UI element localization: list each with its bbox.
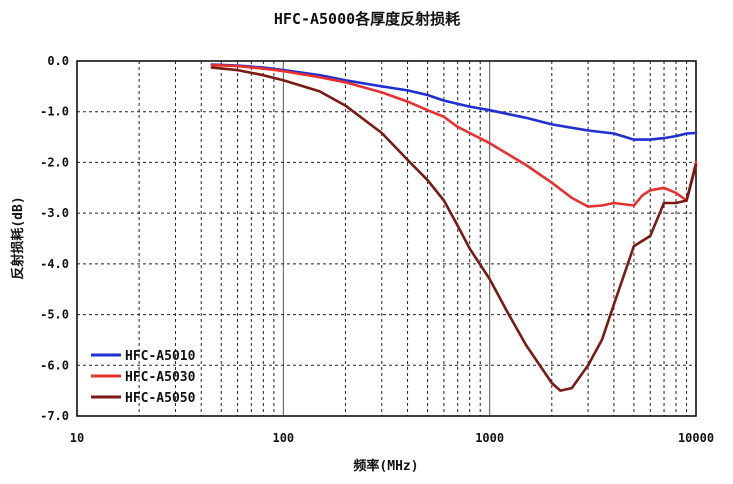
legend-label: HFC-A5030 xyxy=(125,370,196,385)
x-tick-label: 100 xyxy=(272,431,294,445)
y-tick-label: -5.0 xyxy=(40,308,69,322)
y-tick-label: 0.0 xyxy=(47,54,69,68)
chart-title: HFC-A5000各厚度反射损耗 xyxy=(274,10,460,28)
series-line-hfc-a5050 xyxy=(210,66,698,392)
y-tick-label: -7.0 xyxy=(40,409,69,423)
y-tick-label: -2.0 xyxy=(40,155,69,169)
series-line-hfc-a5010 xyxy=(210,63,698,141)
y-tick-label: -6.0 xyxy=(40,358,69,372)
legend-label: HFC-A5010 xyxy=(125,349,196,364)
x-tick-label: 1000 xyxy=(475,431,504,445)
y-tick-label: -4.0 xyxy=(40,257,69,271)
y-axis-label: 反射损耗(dB) xyxy=(10,196,26,279)
y-tick-label: -1.0 xyxy=(40,105,69,119)
tick-labels: 0.0 -1.0 -2.0 -3.0 -4.0 -5.0 -6.0 -7.010 100 1000… xyxy=(40,54,714,445)
series-lines xyxy=(210,63,698,392)
legend: HFC-A5010 HFC-A5030 HFC-A5050 xyxy=(91,349,196,406)
x-tick-label: 10 xyxy=(70,431,84,445)
x-tick-label: 10000 xyxy=(678,431,714,445)
grid xyxy=(77,61,696,416)
series-line-hfc-a5030 xyxy=(210,63,698,208)
plot-frame xyxy=(76,60,697,417)
legend-label: HFC-A5050 xyxy=(125,391,196,406)
x-axis-label: 频率(MHz) xyxy=(353,458,418,474)
y-tick-label: -3.0 xyxy=(40,206,69,220)
